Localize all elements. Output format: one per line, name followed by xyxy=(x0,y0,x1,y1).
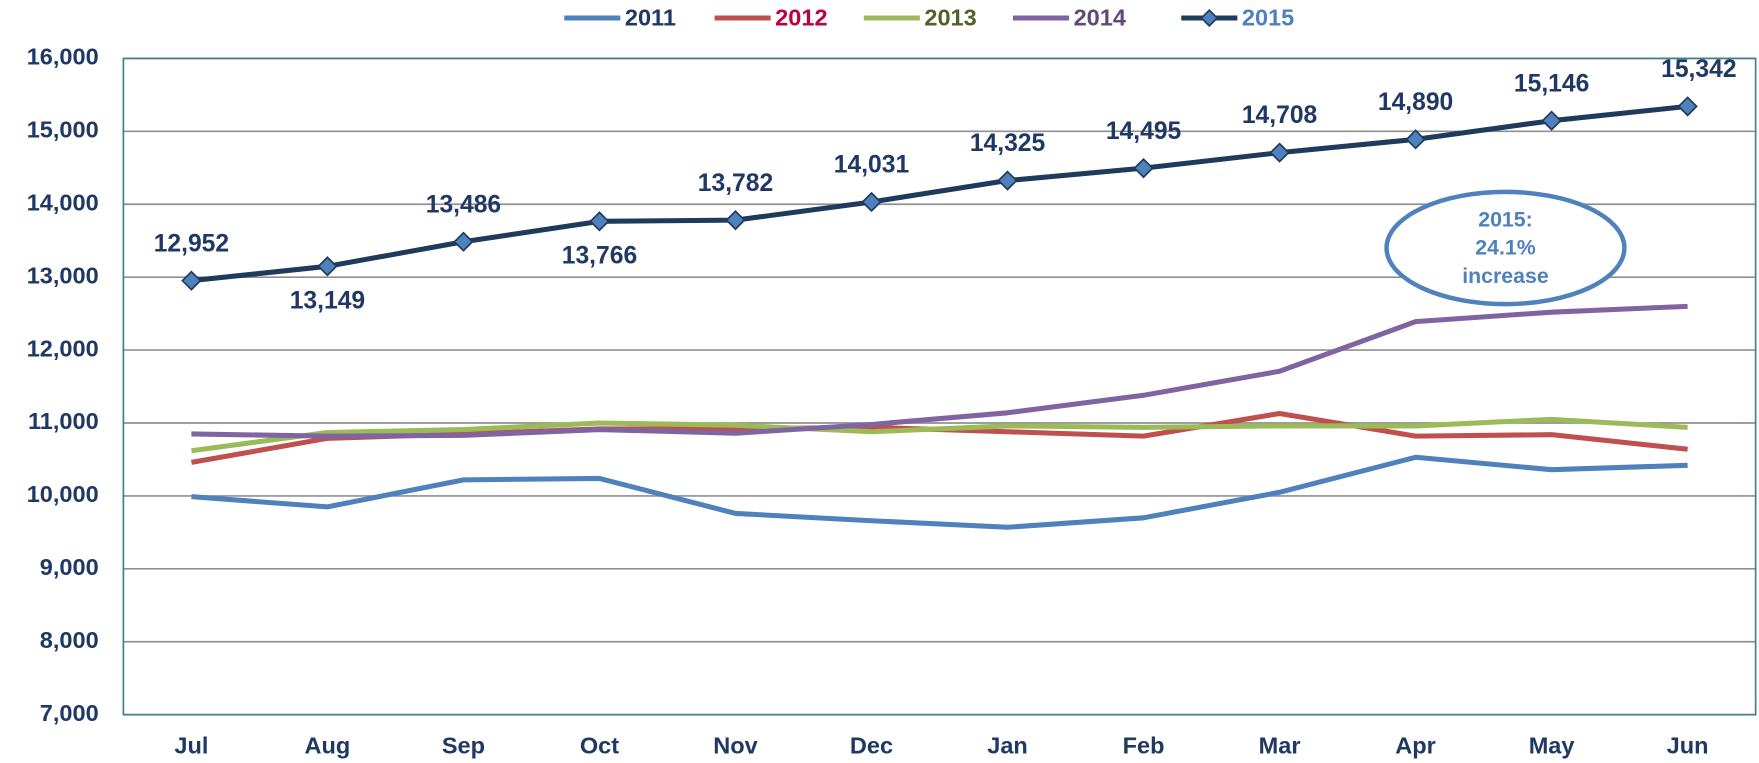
legend-label: 2014 xyxy=(1074,4,1126,30)
plot-frame xyxy=(122,57,1757,716)
legend-label: 2013 xyxy=(924,4,976,30)
data-label: 13,766 xyxy=(562,243,637,270)
x-tick-label: Oct xyxy=(580,732,619,758)
legend-label: 2012 xyxy=(775,4,827,30)
annotation-text: increase xyxy=(1462,264,1549,288)
point-marker xyxy=(589,211,610,232)
x-tick-label: Feb xyxy=(1123,732,1165,758)
series-line xyxy=(191,416,1688,454)
point-marker xyxy=(1677,96,1698,117)
point-marker xyxy=(725,209,746,231)
y-tick-label: 14,000 xyxy=(27,189,99,215)
point-marker xyxy=(181,270,202,291)
x-tick-label: Dec xyxy=(850,732,893,758)
x-tick-label: Sep xyxy=(442,732,485,758)
data-label: 13,782 xyxy=(698,170,773,197)
y-tick-label: 15,000 xyxy=(27,117,99,143)
data-label: 13,149 xyxy=(290,288,365,315)
point-marker xyxy=(317,256,338,277)
series-line xyxy=(191,303,1688,439)
x-tick-label: Apr xyxy=(1395,732,1436,758)
point-marker xyxy=(1133,157,1154,179)
data-label: 15,342 xyxy=(1661,56,1736,83)
point-marker xyxy=(1541,110,1562,131)
x-tick-label: Jun xyxy=(1667,732,1709,758)
legend-label: 2011 xyxy=(625,4,676,30)
y-tick-label: 12,000 xyxy=(27,335,99,361)
x-tick-label: Aug xyxy=(305,732,351,758)
series-line xyxy=(191,454,1688,530)
legend-marker xyxy=(1200,8,1219,28)
data-label: 14,495 xyxy=(1106,118,1182,145)
point-marker xyxy=(1405,129,1426,150)
data-label: 15,146 xyxy=(1514,70,1589,97)
x-tick-label: Mar xyxy=(1259,732,1301,758)
annotation-text: 2015: xyxy=(1478,208,1532,232)
x-tick-label: May xyxy=(1529,732,1575,758)
point-marker xyxy=(1269,142,1290,163)
x-tick-label: Jul xyxy=(174,732,208,758)
y-tick-label: 9,000 xyxy=(40,554,99,580)
y-tick-label: 10,000 xyxy=(27,481,99,507)
point-marker xyxy=(861,191,882,213)
series-line xyxy=(191,103,1688,284)
data-label: 14,325 xyxy=(970,130,1046,157)
data-label: 12,952 xyxy=(154,230,229,257)
x-tick-label: Jan xyxy=(987,732,1028,758)
y-tick-label: 13,000 xyxy=(27,262,99,288)
annotation-text: 24.1% xyxy=(1475,236,1535,260)
annotation-ellipse xyxy=(1384,189,1627,307)
point-marker xyxy=(997,170,1018,191)
y-tick-label: 11,000 xyxy=(28,408,99,434)
point-marker xyxy=(453,231,474,252)
data-label: 14,031 xyxy=(834,152,910,179)
y-tick-label: 8,000 xyxy=(40,627,99,653)
data-label: 14,890 xyxy=(1378,89,1453,116)
y-tick-label: 7,000 xyxy=(40,700,99,726)
legend-label: 2015 xyxy=(1242,4,1294,30)
x-tick-label: Nov xyxy=(713,732,757,758)
y-tick-label: 16,000 xyxy=(27,44,99,70)
data-label: 14,708 xyxy=(1242,102,1317,129)
data-label: 13,486 xyxy=(426,191,501,218)
